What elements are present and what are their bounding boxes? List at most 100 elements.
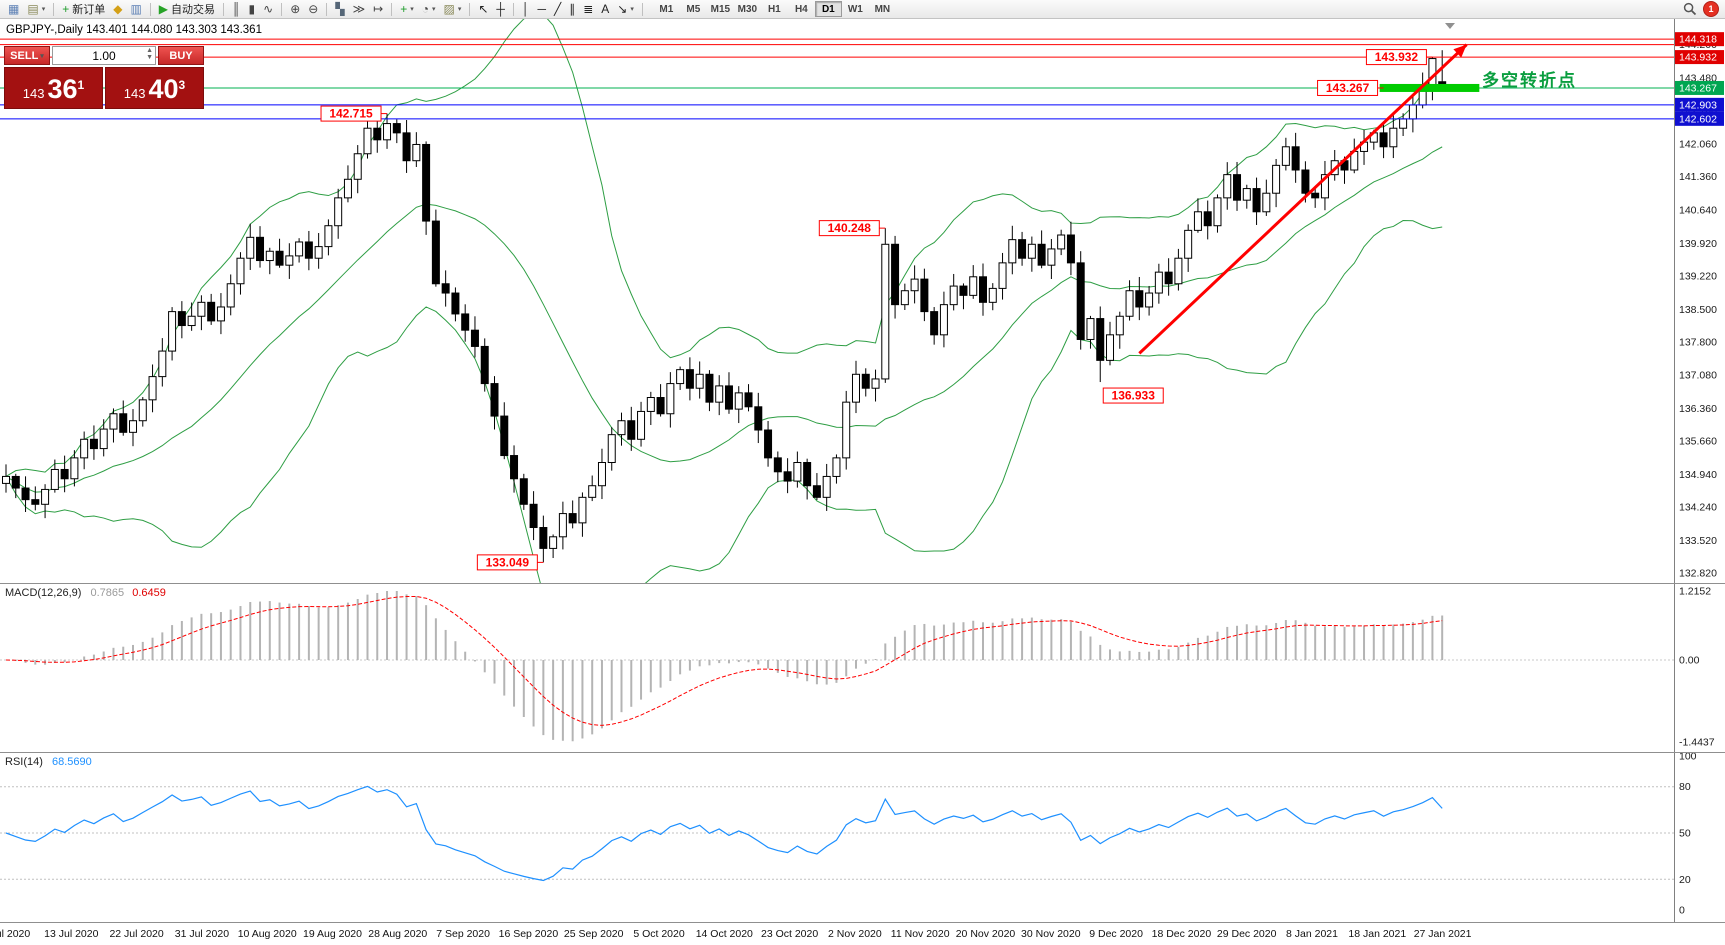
date-axis[interactable]: 2 Jul 2020 13 Jul 2020 22 Jul 2020 31 Jul 2… bbox=[0, 922, 1725, 945]
toolbar-separator bbox=[53, 2, 55, 16]
crosshair-icon[interactable]: ┼ bbox=[492, 1, 509, 18]
bid-big-figure: 36 bbox=[47, 74, 78, 104]
bid-pip-fraction: 1 bbox=[77, 78, 85, 92]
line-chart-icon[interactable]: ∿ bbox=[259, 1, 277, 18]
trendline-icon[interactable]: ╱ bbox=[550, 1, 565, 18]
templates-glyph: ▨ bbox=[443, 2, 455, 16]
metaeditor-icon[interactable]: ◆ bbox=[109, 1, 126, 18]
tile-windows-glyph: ▚ bbox=[335, 2, 345, 16]
timeframe-m5[interactable]: M5 bbox=[680, 1, 707, 17]
chart-annotation-text[interactable]: 多空转折点 bbox=[1482, 71, 1577, 90]
date-label: 27 Jan 2021 bbox=[1413, 928, 1472, 940]
equidistant-channel-glyph: ∥ bbox=[569, 2, 576, 16]
arrows-icon[interactable]: ↘ ▾ bbox=[613, 1, 638, 18]
chart-shift-marker bbox=[1445, 23, 1455, 29]
autotrading-button-label: 自动交易 bbox=[171, 4, 216, 16]
price-chart[interactable]: 144.200143.480142.760142.060141.360140.6… bbox=[0, 19, 1725, 584]
cursor-icon[interactable]: ↖ bbox=[474, 1, 492, 18]
fibonacci-icon[interactable]: ≣ bbox=[579, 1, 597, 18]
auto-scroll-icon[interactable]: ≫ bbox=[349, 1, 370, 18]
svg-text:144.318: 144.318 bbox=[1679, 34, 1717, 46]
zoom-out-glyph: ⊖ bbox=[308, 2, 319, 16]
bar-chart-icon[interactable]: ║ bbox=[228, 1, 245, 18]
svg-text:1.2152: 1.2152 bbox=[1679, 585, 1711, 597]
new-chart-glyph: ▦ bbox=[8, 2, 20, 16]
volume-field[interactable]: 1.00 ▲ ▼ bbox=[52, 46, 156, 65]
timeframe-d1[interactable]: D1 bbox=[814, 1, 842, 17]
panel-splitter[interactable] bbox=[0, 583, 1725, 584]
svg-text:0: 0 bbox=[1679, 905, 1685, 917]
timeframe-h1[interactable]: H1 bbox=[761, 1, 788, 17]
price-axis[interactable]: 144.200143.480142.760142.060141.360140.6… bbox=[1674, 19, 1725, 584]
toolbar-separator bbox=[281, 2, 283, 16]
svg-text:136.360: 136.360 bbox=[1679, 403, 1717, 415]
toolbar-buttons: ▦ ▤ ▾ + 新订单 ◆ ▥ ▶ 自动交易 ║ ▮ ∿ ⊕ ⊖ ▚ ≫ ↦ + ▾ ◔ ▾ ▨ ▾ ↖ ┼ │ ─ ╱ ∥ ≣ A ↘ ▾ bbox=[4, 1, 647, 18]
panel-splitter[interactable] bbox=[0, 752, 1725, 753]
macd-main-value: 0.7865 bbox=[90, 587, 125, 599]
sell-button[interactable]: SELL ▾ bbox=[4, 46, 50, 65]
toolbar-separator bbox=[223, 2, 225, 16]
date-label: 28 Aug 2020 bbox=[368, 928, 428, 940]
date-label: 18 Dec 2020 bbox=[1151, 928, 1212, 940]
timeframe-m1[interactable]: M1 bbox=[653, 1, 680, 17]
zoom-out-icon[interactable]: ⊖ bbox=[304, 1, 322, 18]
rsi-value: 68.5690 bbox=[51, 756, 92, 768]
date-label: 9 Dec 2020 bbox=[1089, 928, 1143, 940]
bid-price[interactable]: 143 36 1 bbox=[4, 67, 103, 109]
svg-text:50: 50 bbox=[1679, 828, 1691, 840]
market-watch-icon[interactable]: ▥ bbox=[126, 1, 145, 18]
timeframe-h4[interactable]: H4 bbox=[788, 1, 815, 17]
volume-down-icon[interactable]: ▼ bbox=[146, 54, 153, 61]
metaeditor-glyph: ◆ bbox=[113, 2, 123, 16]
vertical-line-icon[interactable]: │ bbox=[518, 1, 534, 18]
buy-button[interactable]: BUY bbox=[158, 46, 204, 65]
chart-shift-icon[interactable]: ↦ bbox=[369, 1, 387, 18]
volume-up-icon[interactable]: ▲ bbox=[146, 47, 153, 54]
rsi-chart[interactable]: 100 80 50 20 0 bbox=[0, 753, 1725, 922]
bar-chart-glyph: ║ bbox=[232, 2, 241, 16]
volume-spinner[interactable]: ▲ ▼ bbox=[146, 47, 153, 61]
buy-button-label: BUY bbox=[169, 49, 193, 62]
svg-text:137.080: 137.080 bbox=[1679, 370, 1717, 382]
sell-dropdown-caret-icon: ▾ bbox=[40, 52, 44, 60]
volume-value: 1.00 bbox=[92, 48, 116, 63]
macd-signal-line bbox=[5, 595, 1443, 726]
templates-button[interactable]: ▨ ▾ bbox=[440, 1, 466, 18]
macd-label: MACD(12,26,9) 0.7865 0.6459 bbox=[5, 587, 166, 599]
price-tag bbox=[1675, 50, 1724, 65]
symbol-search-icon[interactable] bbox=[1683, 2, 1697, 16]
tile-windows-icon[interactable]: ▚ bbox=[331, 1, 348, 18]
ask-price[interactable]: 143 40 3 bbox=[105, 67, 204, 109]
price-callouts[interactable]: 142.715 143.932 143.267 140.248 136.933 133.0… bbox=[320, 49, 1433, 571]
new-order-button[interactable]: + 新订单 bbox=[58, 1, 109, 18]
date-label: 2 Nov 2020 bbox=[828, 928, 882, 940]
green-zone-highlight[interactable] bbox=[1379, 83, 1480, 92]
periods-button[interactable]: ◔ ▾ bbox=[418, 1, 440, 18]
svg-text:142.903: 142.903 bbox=[1679, 99, 1717, 111]
macd-chart[interactable]: 1.2152 0.00 -1.4437 bbox=[0, 584, 1725, 753]
timeframe-mn[interactable]: MN bbox=[869, 1, 896, 17]
candlestick-chart-icon[interactable]: ▮ bbox=[245, 1, 260, 18]
profiles-icon[interactable]: ▤ ▾ bbox=[23, 1, 49, 18]
indicators-button[interactable]: + ▾ bbox=[396, 1, 418, 18]
horizontal-line-icon[interactable]: ─ bbox=[533, 1, 550, 18]
autotrading-button[interactable]: ▶ 自动交易 bbox=[155, 1, 219, 18]
new-chart-icon[interactable]: ▦ bbox=[4, 1, 23, 18]
timeframe-w1[interactable]: W1 bbox=[842, 1, 869, 17]
macd-histogram bbox=[14, 590, 1444, 742]
date-label: 18 Jan 2021 bbox=[1348, 928, 1407, 940]
svg-text:143.932: 143.932 bbox=[1679, 52, 1717, 64]
toolbar-separator bbox=[391, 2, 393, 16]
svg-text:143.932: 143.932 bbox=[1375, 50, 1419, 64]
timeframe-m15[interactable]: M15 bbox=[707, 1, 734, 17]
timeframe-m30[interactable]: M30 bbox=[734, 1, 761, 17]
svg-text:142.602: 142.602 bbox=[1679, 113, 1717, 125]
notification-badge[interactable]: 1 bbox=[1703, 1, 1719, 17]
text-label-icon[interactable]: A bbox=[597, 1, 613, 18]
svg-text:139.920: 139.920 bbox=[1679, 238, 1717, 250]
bollinger-bands bbox=[5, 19, 1443, 584]
equidistant-channel-icon[interactable]: ∥ bbox=[565, 1, 579, 18]
trend-arrow[interactable] bbox=[1138, 43, 1468, 355]
candles bbox=[2, 50, 1447, 563]
zoom-in-icon[interactable]: ⊕ bbox=[286, 1, 304, 18]
